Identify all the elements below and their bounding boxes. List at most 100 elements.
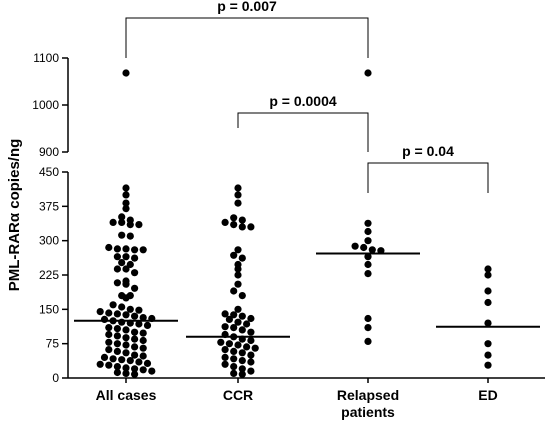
y-tick-label: 225 — [39, 268, 59, 282]
data-point — [118, 259, 126, 267]
data-point — [139, 314, 147, 322]
data-point — [251, 344, 259, 352]
significance-brackets: p = 0.007 p = 0.0004 p = 0.04 — [125, 0, 489, 193]
y-tick-label: 1000 — [32, 98, 59, 112]
data-points — [96, 69, 492, 378]
data-point — [131, 328, 139, 336]
data-point — [238, 349, 246, 357]
data-point — [131, 246, 139, 254]
data-point — [221, 360, 229, 368]
data-point — [230, 311, 238, 319]
data-point — [105, 330, 113, 339]
data-point — [230, 355, 238, 363]
data-point — [113, 245, 121, 253]
data-point — [364, 337, 372, 345]
data-point — [139, 336, 147, 345]
data-point — [122, 184, 130, 192]
y-ticks: 0 75 150 225 300 375 450 900 1000 1100 — [32, 51, 68, 385]
data-point — [135, 320, 143, 328]
x-category-label: All cases — [96, 387, 157, 403]
data-point — [105, 346, 113, 354]
data-point — [247, 314, 255, 323]
data-point — [364, 260, 372, 269]
data-point — [247, 351, 255, 359]
data-point — [221, 353, 229, 361]
x-category-label: CCR — [223, 387, 253, 403]
data-point — [122, 349, 130, 357]
data-point — [122, 253, 130, 261]
data-point — [139, 366, 147, 374]
x-category-label: ED — [478, 387, 497, 403]
data-point — [484, 287, 492, 295]
data-point — [484, 319, 492, 327]
data-point — [113, 368, 121, 377]
data-point — [122, 69, 130, 77]
data-point — [126, 221, 134, 229]
data-point — [131, 343, 139, 351]
data-point — [122, 280, 130, 288]
data-point — [238, 326, 246, 334]
data-point — [234, 280, 242, 288]
data-point — [234, 191, 242, 199]
data-point — [238, 292, 246, 300]
data-point — [360, 243, 368, 252]
data-point — [113, 310, 121, 318]
data-point — [139, 329, 147, 337]
data-point — [238, 312, 246, 320]
data-point — [96, 308, 104, 316]
data-point — [221, 323, 229, 331]
data-point — [230, 363, 238, 371]
data-point — [351, 242, 359, 250]
data-point — [364, 227, 372, 236]
data-point — [131, 370, 139, 378]
y-tick-label: 75 — [46, 337, 60, 351]
data-point — [113, 253, 121, 261]
data-point — [243, 320, 251, 328]
data-point — [238, 365, 246, 373]
x-category-label: patients — [341, 404, 395, 420]
data-point — [122, 199, 130, 207]
data-point — [225, 315, 233, 323]
data-point — [247, 328, 255, 336]
x-category-label: Relapsed — [337, 387, 399, 403]
data-point — [364, 314, 372, 323]
data-point — [105, 361, 113, 369]
significance-bracket — [125, 17, 369, 58]
data-point — [113, 363, 121, 371]
data-point — [230, 287, 238, 295]
data-point — [234, 318, 242, 326]
data-point — [484, 265, 492, 273]
data-point — [109, 218, 117, 226]
data-point — [122, 326, 130, 334]
y-tick-label: 150 — [39, 302, 59, 316]
data-point — [247, 358, 255, 366]
p-value-label: p = 0.04 — [402, 143, 454, 159]
data-point — [238, 216, 246, 224]
data-point — [131, 351, 139, 359]
data-point — [230, 347, 238, 355]
data-point — [122, 265, 130, 273]
data-point — [368, 246, 376, 254]
data-point — [221, 310, 229, 318]
data-point — [148, 367, 156, 375]
data-point — [221, 346, 229, 354]
data-point — [364, 324, 372, 332]
data-point — [230, 324, 238, 332]
data-point — [247, 223, 255, 231]
data-point — [243, 343, 251, 351]
data-point — [122, 191, 130, 199]
median-lines — [74, 252, 540, 338]
data-point — [113, 347, 121, 355]
y-tick-label: 375 — [39, 199, 59, 213]
data-point — [230, 221, 238, 229]
data-point — [131, 254, 139, 262]
data-point — [113, 279, 121, 287]
data-point — [364, 69, 372, 77]
data-point — [484, 340, 492, 348]
data-point — [247, 336, 255, 345]
p-value-label: p = 0.0004 — [269, 93, 337, 109]
data-point — [126, 305, 134, 313]
data-point — [118, 318, 126, 326]
data-point — [126, 260, 134, 269]
